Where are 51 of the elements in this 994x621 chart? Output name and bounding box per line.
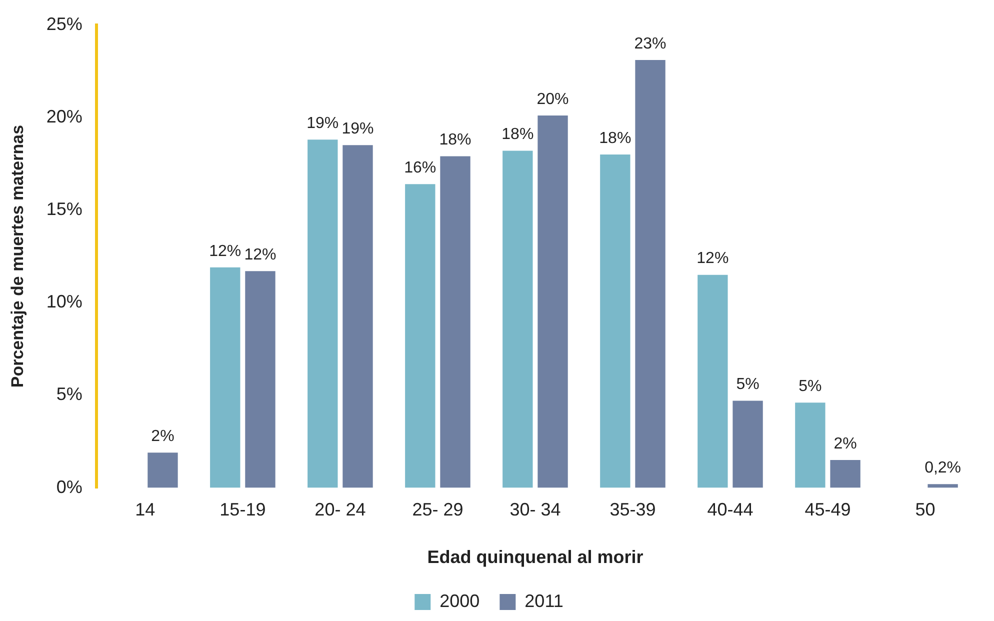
data-label: 5% xyxy=(798,378,822,396)
y-axis-title: Porcentaje de muertes maternas xyxy=(8,124,27,388)
data-label: 19% xyxy=(342,120,374,138)
bar xyxy=(635,60,666,488)
data-label: 18% xyxy=(439,132,472,149)
x-tick-label: 14 xyxy=(135,500,156,520)
x-tick-label: 35-39 xyxy=(610,500,656,520)
data-label: 12% xyxy=(244,246,276,264)
bar xyxy=(440,156,470,488)
y-tick-label: 15% xyxy=(46,198,82,219)
bar xyxy=(600,154,630,488)
legend-label: 2011 xyxy=(524,590,564,611)
y-tick-label: 10% xyxy=(46,292,82,312)
x-tick-label: 30- 34 xyxy=(510,500,561,520)
bar xyxy=(210,267,240,488)
x-axis-title: Edad quinquenal al morir xyxy=(427,547,644,568)
data-label: 20% xyxy=(536,90,569,108)
y-tick-label: 5% xyxy=(56,384,82,404)
bar xyxy=(342,145,373,488)
bar xyxy=(148,452,178,488)
data-label: 23% xyxy=(634,35,666,52)
bar xyxy=(698,274,728,488)
bar xyxy=(830,460,860,488)
data-label: 18% xyxy=(502,126,534,144)
data-label: 19% xyxy=(306,115,339,132)
x-tick-label: 50 xyxy=(915,500,936,520)
x-tick-label: 40-44 xyxy=(707,500,754,520)
bar xyxy=(308,140,338,488)
data-label: 12% xyxy=(696,250,729,268)
data-label: 2% xyxy=(834,435,857,452)
x-tick-label: 25- 29 xyxy=(412,500,464,520)
bar xyxy=(405,184,436,488)
data-label: 2% xyxy=(151,428,174,446)
bar xyxy=(732,400,763,488)
x-tick-label: 15-19 xyxy=(220,500,266,520)
y-tick-label: 25% xyxy=(46,14,82,34)
y-tick-label: 0% xyxy=(56,476,82,497)
data-label: 5% xyxy=(736,376,760,394)
bar xyxy=(795,402,826,488)
x-tick-label: 20- 24 xyxy=(314,500,366,520)
bar xyxy=(538,116,568,488)
legend-label: 2000 xyxy=(440,590,480,611)
bar xyxy=(245,271,276,488)
y-tick-label: 20% xyxy=(46,106,82,126)
data-label: 12% xyxy=(209,242,242,260)
bar xyxy=(928,484,958,488)
data-label: 0,2% xyxy=(924,460,962,476)
data-label: 16% xyxy=(404,159,436,176)
data-label: 18% xyxy=(599,130,632,147)
bar xyxy=(502,150,533,488)
x-tick-label: 45-49 xyxy=(804,500,851,520)
